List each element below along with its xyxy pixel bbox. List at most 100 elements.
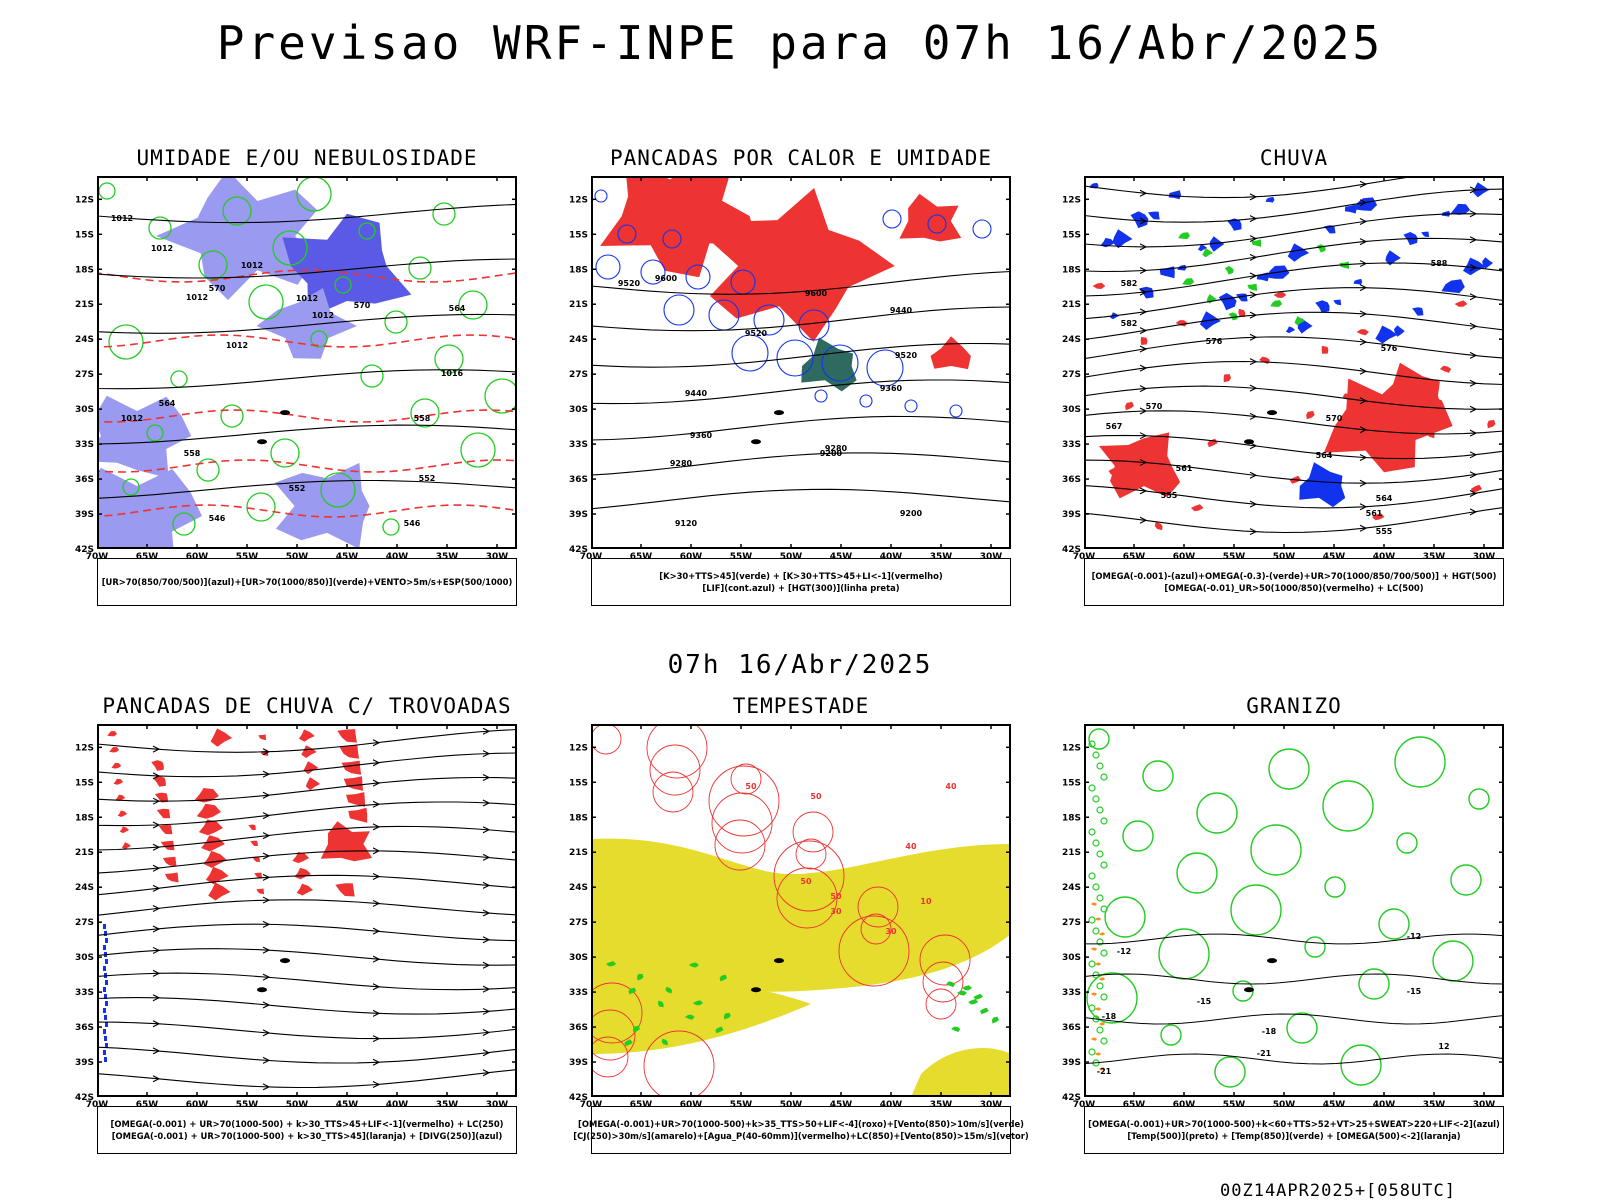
lat-label: 15S <box>1062 778 1081 788</box>
lon-label: 65W <box>136 552 159 562</box>
temp-850-contour <box>1092 883 1100 891</box>
lat-label: 42S <box>75 1093 94 1103</box>
lifted-index-contour <box>731 334 769 372</box>
divergence-blue-patch <box>105 938 108 943</box>
thickness-contour <box>97 409 517 423</box>
omega-blue-patch <box>1345 204 1357 214</box>
omega-blue-patch <box>1299 462 1346 508</box>
divergence-blue-patch <box>105 1043 108 1048</box>
streamline-250 <box>97 1021 517 1040</box>
contour-label: 9600 <box>655 274 678 283</box>
height-contour <box>591 415 1011 441</box>
flow-arrow <box>372 739 381 747</box>
streamline-250 <box>97 1069 517 1089</box>
lat-label: 36S <box>1062 475 1081 485</box>
panel-tempestade: TEMPESTADE 50 50 50 50 40 40 30 30 10 [OMEGA(-0.… <box>569 694 1031 1204</box>
contour-label: 561 <box>1366 509 1383 518</box>
precipitable-water-contour <box>919 934 971 986</box>
flow-arrow <box>1139 308 1148 316</box>
lon-label: 55W <box>730 1100 753 1110</box>
lat-label: 12S <box>1062 743 1081 753</box>
streamline-250 <box>97 874 517 896</box>
omega-blue-patch <box>1421 231 1430 237</box>
lake-marker <box>1244 439 1254 445</box>
map-pancadas-calor: 9600 9600 9520 9520 9520 9440 9440 9360 9360 9280… <box>591 176 1011 549</box>
rain-red-patch <box>1372 513 1385 521</box>
flow-arrow <box>262 812 271 820</box>
contour-label: 1012 <box>226 341 248 350</box>
storm-red-patch <box>258 734 267 741</box>
temp-500-contour <box>1084 1013 1504 1025</box>
flow-arrow <box>372 823 381 831</box>
lat-label: 39S <box>569 510 588 520</box>
lat-label: 15S <box>569 230 588 240</box>
flow-arrow <box>1139 217 1148 225</box>
height-500-contour <box>1084 188 1504 223</box>
lon-label: 70W <box>1073 552 1096 562</box>
lon-label: 30W <box>486 1100 509 1110</box>
lon-label: 35W <box>930 1100 953 1110</box>
omega-orange-patch <box>1094 1052 1102 1056</box>
contour-label: -18 <box>1262 1027 1277 1036</box>
rain-red-patch <box>1321 345 1329 354</box>
storm-red-patch <box>339 744 359 759</box>
lat-label: 15S <box>1062 230 1081 240</box>
map-base <box>1084 724 1504 1097</box>
humidity-green-contour <box>248 284 284 320</box>
flow-arrow <box>372 873 381 881</box>
lifted-index-contour <box>594 189 608 203</box>
lon-label: 35W <box>1423 1100 1446 1110</box>
lat-label: 30S <box>75 953 94 963</box>
lat-label: 24S <box>75 883 94 893</box>
wind-850-green-patch <box>723 1012 731 1020</box>
flow-arrow <box>1359 524 1368 532</box>
wind-850-green-patch <box>973 993 984 1000</box>
humidity-green-contour <box>458 290 488 320</box>
contour-label: 552 <box>289 484 306 493</box>
rain-red-patch <box>1356 329 1369 336</box>
flow-arrow <box>482 774 491 781</box>
panel-umidade: UMIDADE E/OU NEBULOSIDADE 1012 1012 1012 10… <box>75 146 537 656</box>
storm-red-patch <box>292 852 310 864</box>
temp-850-contour <box>1092 795 1100 803</box>
omega-green-patch <box>1182 278 1195 285</box>
flow-arrow <box>1469 186 1478 194</box>
humidity-green-contour <box>484 378 517 414</box>
lat-label: 24S <box>569 883 588 893</box>
contour-label: -18 <box>1102 1012 1117 1021</box>
lifted-index-contour <box>814 389 828 403</box>
humidity-green-contour <box>408 256 432 280</box>
omega-blue-patch <box>1148 211 1160 220</box>
streamline-250 <box>97 972 517 991</box>
contour-label: 1012 <box>312 311 334 320</box>
storm-red-patch <box>301 745 317 758</box>
rain-red-area <box>1379 362 1444 426</box>
flow-arrow <box>1249 358 1258 366</box>
storm-red-patch <box>248 824 256 831</box>
lat-label: 27S <box>569 370 588 380</box>
hail-fields: -12 -12 -15 -15 -18 -18 -21 -21 12 <box>1084 728 1504 1088</box>
flow-arrow <box>1249 333 1258 341</box>
flow-arrow <box>1139 288 1148 296</box>
lat-label: 27S <box>1062 370 1081 380</box>
divergence-blue-patch <box>104 1036 107 1041</box>
humidity-blue-area <box>274 462 370 549</box>
temp-850-contour <box>1096 938 1104 946</box>
flow-arrow <box>372 899 381 907</box>
panel-title: CHUVA <box>1259 146 1329 170</box>
precipitable-water-contour <box>649 744 701 796</box>
omega-orange-patch <box>1090 1037 1097 1041</box>
omega-blue-patch <box>1265 196 1275 203</box>
storm-red-patch <box>160 840 175 851</box>
lon-label: 60W <box>1173 552 1196 562</box>
precipitable-water-contour <box>838 915 910 987</box>
streamline-250 <box>97 752 517 778</box>
omega-green-patch <box>1202 248 1214 258</box>
lat-label: 36S <box>569 475 588 485</box>
lon-label: 45W <box>830 552 853 562</box>
wind-850-green-patch <box>991 1016 999 1024</box>
flow-arrow <box>372 1035 381 1043</box>
flow-arrow <box>372 927 381 935</box>
contour-label: 555 <box>1161 491 1178 500</box>
flow-arrow <box>152 969 161 977</box>
